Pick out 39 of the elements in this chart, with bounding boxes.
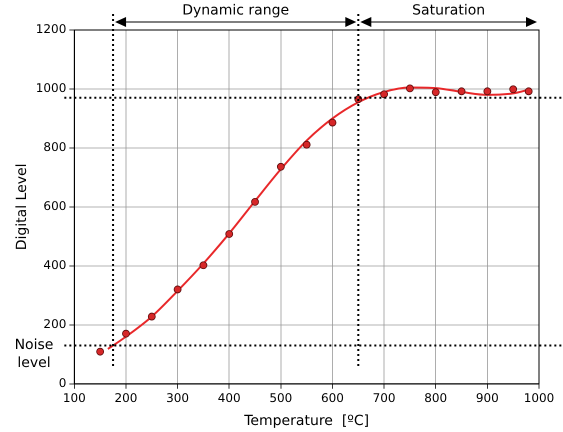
x-axis-title: Temperature [ºC] [243, 413, 370, 430]
x-tick-label: 800 [424, 391, 448, 406]
point [524, 87, 533, 96]
point [302, 140, 311, 149]
text: Dynamic range [182, 2, 290, 19]
point [380, 90, 388, 98]
point [483, 87, 492, 96]
point [276, 162, 285, 171]
point [200, 261, 208, 270]
x-tick-label: 400 [218, 391, 241, 406]
point [406, 84, 414, 92]
point [432, 88, 440, 96]
y-tick-label: 1200 [36, 22, 66, 36]
y-tick-label: 400 [43, 258, 66, 272]
x-tick-label: 700 [372, 391, 396, 406]
point [458, 87, 466, 96]
point [328, 118, 336, 126]
ref-line-label: Noise level [14, 337, 54, 372]
y-tick-label: 600 [43, 199, 66, 214]
point [225, 230, 234, 238]
point [251, 198, 259, 206]
point [509, 85, 518, 94]
text: Saturation [412, 2, 486, 19]
y-tick-label: 1000 [36, 81, 66, 96]
point [148, 312, 156, 320]
x-tick-label: 300 [166, 391, 190, 406]
x-tick-label: 500 [269, 391, 292, 406]
point [96, 348, 104, 356]
x-tick-label: 100 [62, 391, 86, 406]
y-axis-title: Digital Level [14, 163, 30, 250]
x-tick-label: 200 [114, 391, 138, 406]
x-tick-label: 600 [321, 391, 344, 406]
x-tick-label: 1000 [524, 391, 554, 406]
point [122, 330, 130, 338]
y-tick-label: 800 [43, 140, 66, 154]
y-tick-label: 0 [58, 376, 66, 390]
point [174, 286, 182, 294]
x-tick-label: 900 [476, 391, 499, 406]
y-tick-label: 200 [43, 316, 66, 331]
